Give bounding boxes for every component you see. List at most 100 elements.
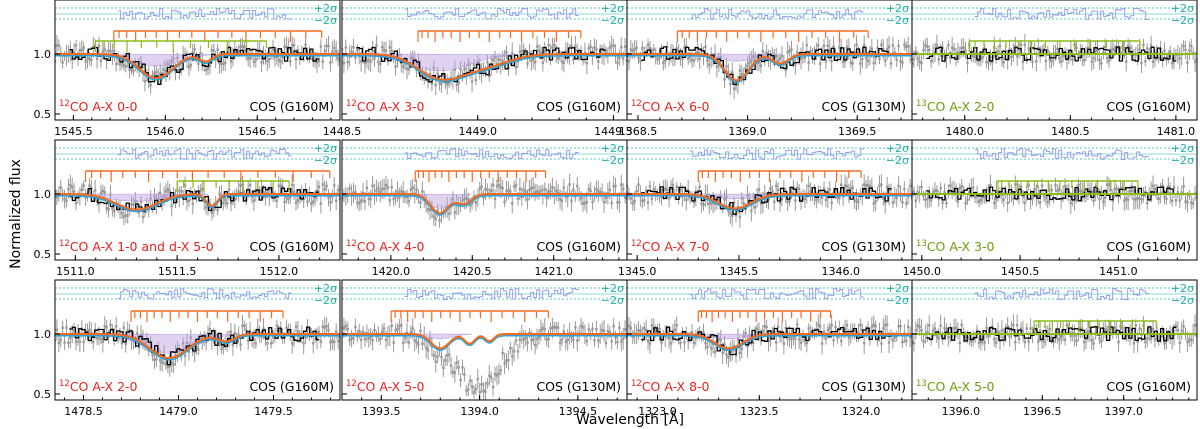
data-point <box>499 186 502 189</box>
data-point <box>321 325 324 328</box>
x-tick-label: 1546.0 <box>146 125 185 138</box>
data-point <box>275 55 279 58</box>
data-point <box>358 202 361 205</box>
data-point <box>1167 55 1170 58</box>
data-point <box>493 197 497 201</box>
data-point <box>434 83 437 87</box>
data-point <box>467 388 470 391</box>
data-point <box>1038 201 1042 204</box>
data-point <box>591 200 594 204</box>
model-curve <box>342 53 627 81</box>
data-point <box>665 45 669 49</box>
data-point <box>1105 329 1109 332</box>
data-point <box>555 326 558 329</box>
data-point <box>1010 55 1013 58</box>
data-point <box>1063 185 1067 188</box>
data-point <box>725 65 728 68</box>
data-point <box>1050 337 1053 340</box>
data-point <box>1163 342 1166 345</box>
data-point <box>1050 188 1053 192</box>
x-tick-label: 1481.0 <box>1157 125 1196 138</box>
data-point <box>631 335 634 339</box>
x-tick-label: 1323.0 <box>638 405 677 418</box>
data-point <box>537 191 541 194</box>
data-point <box>1058 338 1061 341</box>
data-point <box>539 189 543 192</box>
data-point <box>665 188 669 191</box>
data-point <box>1092 57 1095 60</box>
data-point <box>1123 330 1126 334</box>
data-point <box>874 200 877 203</box>
data-point <box>151 354 154 357</box>
data-point <box>771 190 774 193</box>
data-point <box>273 55 277 59</box>
data-point <box>893 336 896 339</box>
data-point <box>1136 340 1139 343</box>
instrument-label: COS (G130M) <box>536 379 621 394</box>
data-point <box>137 345 141 349</box>
data-point <box>857 331 860 334</box>
data-point <box>239 184 242 187</box>
data-point <box>537 49 541 52</box>
data-point <box>949 56 952 59</box>
data-point <box>350 337 353 340</box>
data-point <box>474 78 478 82</box>
model-curve <box>55 53 340 80</box>
data-point <box>336 188 340 192</box>
data-point <box>698 331 701 335</box>
data-point <box>371 49 374 53</box>
plot-area <box>342 147 627 228</box>
data-point <box>528 51 531 55</box>
data-point <box>356 48 359 52</box>
model-curve <box>627 333 912 350</box>
data-point <box>145 204 149 207</box>
data-point <box>438 82 441 85</box>
data-point <box>172 57 175 60</box>
data-point <box>292 190 296 194</box>
data-point <box>1016 323 1019 327</box>
data-point <box>518 187 522 191</box>
data-point <box>535 337 539 341</box>
residual-trace <box>404 8 579 20</box>
data-point <box>987 188 990 191</box>
x-tick-label: 1450.0 <box>903 265 942 278</box>
data-point <box>987 60 990 63</box>
data-point <box>400 190 403 193</box>
data-point <box>463 373 466 376</box>
data-point <box>753 59 757 62</box>
data-point <box>1142 43 1145 47</box>
data-point <box>503 200 506 204</box>
data-point <box>392 197 395 201</box>
data-point <box>866 183 870 187</box>
data-point <box>1151 184 1155 188</box>
data-point <box>1105 56 1109 60</box>
data-point <box>1008 48 1011 52</box>
data-point <box>996 190 1000 193</box>
data-point <box>796 323 799 326</box>
data-point <box>742 334 745 338</box>
data-point <box>424 202 428 205</box>
data-point <box>1100 191 1103 194</box>
data-point <box>977 341 981 344</box>
data-point <box>784 326 787 330</box>
data-point <box>216 48 219 51</box>
data-point <box>384 49 388 53</box>
model-alt-curve <box>55 195 340 213</box>
data-point <box>411 186 414 190</box>
data-point <box>69 336 72 339</box>
data-point <box>845 324 849 327</box>
data-point <box>1046 49 1050 52</box>
data-point <box>755 327 759 330</box>
data-point <box>262 327 265 330</box>
data-point <box>346 60 349 64</box>
data-point <box>1195 196 1197 199</box>
data-point <box>943 54 946 58</box>
data-point <box>597 60 600 63</box>
sigma-label: +2σ <box>886 282 909 295</box>
data-point <box>224 61 227 64</box>
data-point <box>155 70 158 74</box>
data-point <box>905 202 908 205</box>
data-point <box>352 191 355 195</box>
